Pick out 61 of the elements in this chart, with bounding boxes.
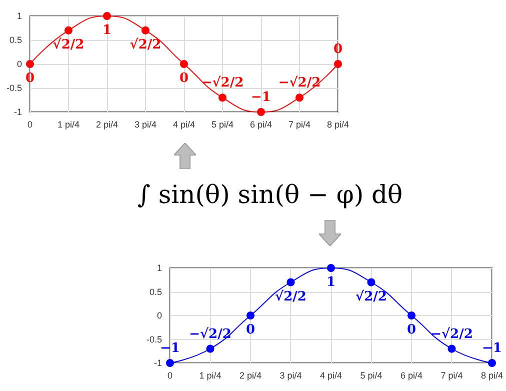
data-label: −√2/2 [189, 326, 232, 342]
y-tick-label: 0.5 [9, 35, 22, 45]
x-tick-label: 7 pi/4 [288, 120, 311, 130]
y-tick-label: -0.5 [146, 334, 162, 344]
point [448, 344, 456, 353]
data-label: √2/2 [275, 289, 306, 304]
data-label: −1 [251, 90, 271, 105]
x-tick-label: 0 [167, 370, 173, 380]
point [327, 264, 335, 272]
y-tick-label: 1 [16, 11, 22, 21]
text: ∫ sin(θ) sin(θ − φ) dθ [136, 179, 404, 211]
x-tick-label: 2 pi/4 [239, 370, 262, 380]
data-label: √2/2 [52, 37, 84, 52]
point [64, 26, 72, 34]
point [246, 312, 254, 320]
x-tick-label: 3 pi/4 [134, 120, 157, 130]
y-tick-label: 1 [156, 263, 162, 273]
data-label: −√2/2 [430, 326, 473, 342]
data-label: 0 [179, 71, 189, 86]
point [180, 60, 188, 68]
x-tick-label: 1 pi/4 [199, 370, 222, 380]
x-tick-label: 3 pi/4 [280, 370, 302, 380]
y-tick-label: -0.5 [6, 83, 22, 93]
point [103, 12, 111, 20]
x-tick-label: 4 pi/4 [320, 370, 342, 380]
point [218, 94, 226, 102]
y-tick-label: -1 [14, 107, 22, 117]
y-tick-label: 0 [16, 59, 22, 69]
data-label: −√2/2 [278, 76, 321, 91]
y-tick-label: -1 [154, 358, 162, 368]
point [142, 26, 150, 34]
x-tick-label: 4 pi/4 [172, 120, 196, 130]
data-label: √2/2 [356, 289, 387, 304]
data-label: 0 [406, 322, 416, 338]
x-tick-label: 5 pi/4 [211, 120, 234, 130]
point [26, 60, 34, 68]
x-tick-label: 6 pi/4 [400, 370, 423, 380]
x-tick-label: 1 pi/4 [57, 120, 80, 130]
point [367, 278, 376, 286]
x-tick-label: 5 pi/4 [360, 370, 382, 380]
x-tick-label: 8 pi/4 [326, 120, 350, 130]
x-tick-label: 2 pi/4 [96, 120, 118, 130]
point [488, 359, 496, 367]
data-label: 0 [246, 322, 256, 338]
data-label: 1 [102, 23, 112, 38]
x-tick-label: 8 pi/4 [480, 370, 504, 380]
data-label: √2/2 [130, 37, 162, 52]
point [408, 312, 416, 320]
x-tick-label: 6 pi/4 [250, 120, 272, 130]
y-tick-label: 0 [156, 310, 162, 320]
x-tick-label: 0 [27, 120, 33, 130]
data-label: −√2/2 [201, 76, 244, 91]
point [286, 278, 295, 286]
point [166, 359, 174, 367]
data-label: 1 [326, 275, 336, 290]
point [296, 94, 304, 102]
point [257, 108, 265, 116]
x-tick-label: 7 pi/4 [440, 370, 463, 380]
y-tick-label: 0.5 [149, 286, 162, 297]
point [206, 344, 214, 353]
point [334, 60, 342, 68]
